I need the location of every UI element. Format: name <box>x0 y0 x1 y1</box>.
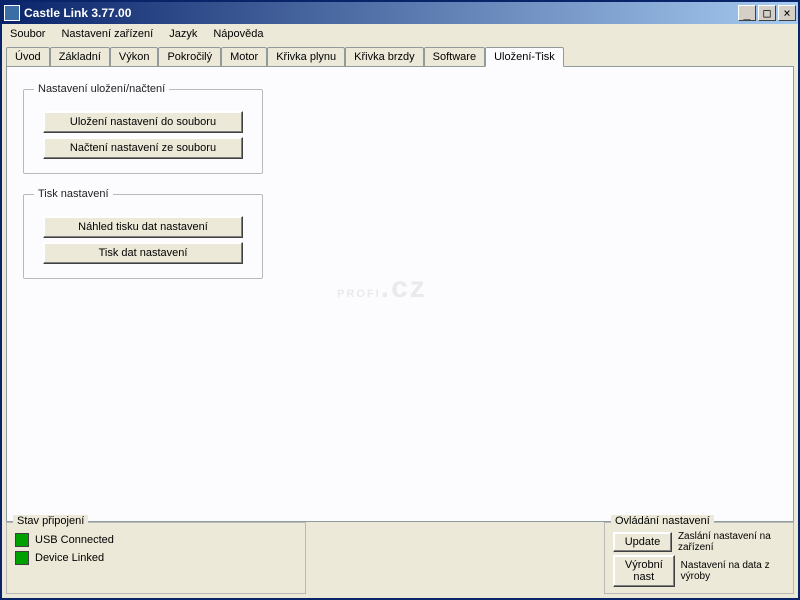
client-area: Úvod Základní Výkon Pokročilý Motor Křiv… <box>2 44 798 598</box>
app-window: Castle Link 3.77.00 _ □ × Soubor Nastave… <box>0 0 800 600</box>
save-load-legend: Nastavení uložení/načtení <box>34 83 169 95</box>
bottom-panel: Stav připojení USB Connected Device Link… <box>6 522 794 594</box>
menu-bar: Soubor Nastavení zařízení Jazyk Nápověda <box>2 24 798 44</box>
factory-row: Výrobní nast Nastavení na data z výroby <box>613 555 785 587</box>
update-row: Update Zaslání nastavení na zařízení <box>613 531 785 553</box>
connection-status-group: Stav připojení USB Connected Device Link… <box>6 522 306 594</box>
tab-advanced[interactable]: Pokročilý <box>158 47 221 67</box>
settings-control-legend: Ovládání nastavení <box>611 515 714 527</box>
device-status-row: Device Linked <box>15 551 297 565</box>
print-legend: Tisk nastavení <box>34 188 113 200</box>
factory-desc: Nastavení na data z výroby <box>681 560 785 582</box>
menu-language[interactable]: Jazyk <box>169 28 197 40</box>
tab-brake-curve[interactable]: Křivka brzdy <box>345 47 424 67</box>
usb-status-label: USB Connected <box>35 534 114 546</box>
menu-device-settings[interactable]: Nastavení zařízení <box>61 28 153 40</box>
factory-button[interactable]: Výrobní nast <box>613 555 675 587</box>
app-icon <box>4 5 20 21</box>
tab-performance[interactable]: Výkon <box>110 47 159 67</box>
device-status-label: Device Linked <box>35 552 104 564</box>
title-bar: Castle Link 3.77.00 _ □ × <box>2 2 798 24</box>
menu-help[interactable]: Nápověda <box>213 28 263 40</box>
window-title: Castle Link 3.77.00 <box>24 6 736 20</box>
close-button[interactable]: × <box>778 5 796 21</box>
print-group: Tisk nastavení Náhled tisku dat nastaven… <box>23 188 263 279</box>
settings-control-group: Ovládání nastavení Update Zaslání nastav… <box>604 522 794 594</box>
tab-basic[interactable]: Základní <box>50 47 110 67</box>
usb-status-row: USB Connected <box>15 533 297 547</box>
save-to-file-button[interactable]: Uložení nastavení do souboru <box>43 111 243 133</box>
tab-page-save-print: Nastavení uložení/načtení Uložení nastav… <box>6 66 794 522</box>
tab-intro[interactable]: Úvod <box>6 47 50 67</box>
tab-throttle-curve[interactable]: Křivka plynu <box>267 47 345 67</box>
update-desc: Zaslání nastavení na zařízení <box>678 531 785 553</box>
tab-strip: Úvod Základní Výkon Pokročilý Motor Křiv… <box>6 46 794 66</box>
usb-led-icon <box>15 533 29 547</box>
update-button[interactable]: Update <box>613 532 672 552</box>
connection-status-legend: Stav připojení <box>13 515 88 527</box>
tab-save-print[interactable]: Uložení-Tisk <box>485 47 564 67</box>
print-preview-button[interactable]: Náhled tisku dat nastavení <box>43 216 243 238</box>
minimize-button[interactable]: _ <box>738 5 756 21</box>
tab-motor[interactable]: Motor <box>221 47 267 67</box>
menu-file[interactable]: Soubor <box>10 28 45 40</box>
watermark: PROFI.cz <box>337 258 427 308</box>
print-data-button[interactable]: Tisk dat nastavení <box>43 242 243 264</box>
device-led-icon <box>15 551 29 565</box>
tab-software[interactable]: Software <box>424 47 485 67</box>
watermark-tld: .cz <box>381 271 427 304</box>
maximize-button[interactable]: □ <box>758 5 776 21</box>
save-load-group: Nastavení uložení/načtení Uložení nastav… <box>23 83 263 174</box>
watermark-text: PROFI <box>337 288 381 300</box>
load-from-file-button[interactable]: Načtení nastavení ze souboru <box>43 137 243 159</box>
